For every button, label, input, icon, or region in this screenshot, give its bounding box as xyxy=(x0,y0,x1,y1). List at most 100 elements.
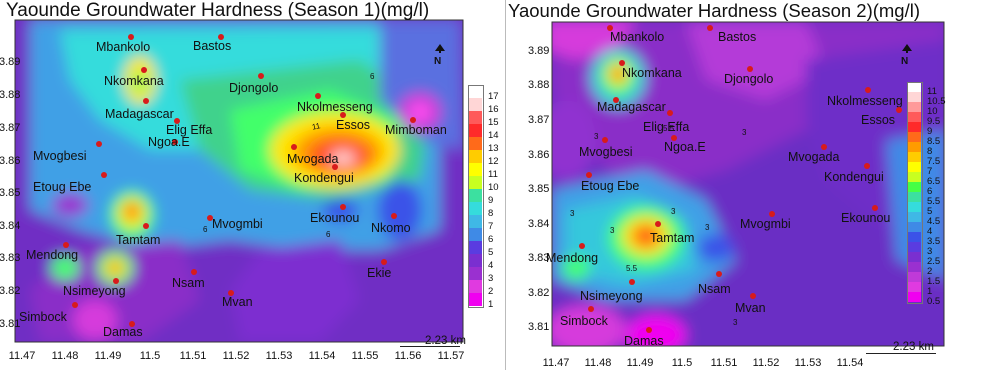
place-marker xyxy=(707,25,713,31)
place-marker xyxy=(671,135,677,141)
place-label: Mendong xyxy=(26,248,79,262)
x-tick-label: 11.54 xyxy=(308,350,336,362)
y-tick-label: 3.87 xyxy=(528,114,550,126)
x-tick-label: 11.53 xyxy=(265,350,293,362)
place-label: Damas xyxy=(103,325,143,339)
place-label: Madagascar xyxy=(105,107,174,121)
legend-tick: 12 xyxy=(488,156,499,167)
place-label: Kondengui xyxy=(294,171,354,185)
legend-tick: 5 xyxy=(927,206,933,217)
contour-label: 3 xyxy=(570,209,575,218)
place-marker xyxy=(864,163,870,169)
place-marker xyxy=(291,144,297,150)
place-marker xyxy=(821,144,827,150)
legend-tick: 3 xyxy=(488,273,494,284)
legend-tick: 10 xyxy=(488,182,499,193)
hardness-map-season-1 xyxy=(14,19,464,343)
legend-tick: 4 xyxy=(927,226,933,237)
legend-frame xyxy=(907,82,923,304)
place-label: Madagascar xyxy=(597,100,666,114)
y-tick-label: 3.83 xyxy=(0,252,21,264)
legend-tick: 1 xyxy=(488,299,494,310)
hardness-map-season-2 xyxy=(551,21,945,347)
legend-swatch xyxy=(468,202,482,215)
place-marker xyxy=(143,223,149,229)
place-label: Nkolmesseng xyxy=(297,100,373,114)
y-tick-label: 3.89 xyxy=(528,45,550,57)
y-tick-label: 3.88 xyxy=(528,79,550,91)
y-tick-label: 3.82 xyxy=(0,285,21,297)
legend-tick: 4.5 xyxy=(927,216,941,227)
place-label: Etoug Ebe xyxy=(33,180,92,194)
y-tick-label: 3.82 xyxy=(528,287,550,299)
place-label: Nsam xyxy=(698,282,731,296)
y-tick-label: 3.87 xyxy=(0,122,21,134)
legend-swatch xyxy=(907,112,921,122)
place-label: Ekounou xyxy=(310,211,360,225)
place-marker xyxy=(613,97,619,103)
scale-bar-label: 2.23 km xyxy=(425,335,466,347)
x-tick-label: 11.48 xyxy=(584,357,612,369)
legend-swatch xyxy=(468,150,482,163)
x-tick-label: 11.51 xyxy=(710,357,738,369)
legend-swatch xyxy=(468,111,482,124)
legend-tick: 1.5 xyxy=(927,276,941,287)
place-marker xyxy=(865,87,871,93)
legend-tick: 1 xyxy=(927,286,933,297)
x-tick-label: 11.49 xyxy=(94,350,122,362)
legend-frame xyxy=(468,85,484,308)
legend-tick: 2.5 xyxy=(927,256,941,267)
y-tick-label: 3.81 xyxy=(528,321,550,333)
place-marker xyxy=(646,327,652,333)
legend-tick: 11 xyxy=(488,169,498,180)
place-label: Mvogmbi xyxy=(740,217,791,231)
x-tick-label: 11.56 xyxy=(394,350,422,362)
legend-tick: 5 xyxy=(488,247,494,258)
place-label: Simbock xyxy=(560,314,608,328)
place-marker xyxy=(750,293,756,299)
place-marker xyxy=(410,117,416,123)
legend-tick: 3 xyxy=(927,246,933,257)
place-marker xyxy=(602,137,608,143)
contour-label: 3 xyxy=(671,207,676,216)
x-tick-label: 11.49 xyxy=(626,357,654,369)
place-marker xyxy=(63,242,69,248)
x-tick-label: 11.57 xyxy=(437,350,465,362)
x-tick-label: 11.52 xyxy=(752,357,780,369)
legend-tick: 5.5 xyxy=(927,196,941,207)
legend-swatch xyxy=(468,163,482,176)
y-tick-label: 3.85 xyxy=(528,183,550,195)
place-label: Tamtam xyxy=(650,231,695,245)
x-tick-label: 11.53 xyxy=(794,357,822,369)
map-title: Yaounde Groundwater Hardness (Season 1)(… xyxy=(6,0,430,21)
legend-swatch xyxy=(907,262,921,272)
legend-tick: 13 xyxy=(488,143,499,154)
x-tick-label: 11.5 xyxy=(671,357,693,369)
legend-tick: 8 xyxy=(488,208,494,219)
place-label: Bastos xyxy=(193,39,232,53)
legend-tick: 17 xyxy=(488,91,499,102)
legend-tick: 6 xyxy=(927,186,933,197)
place-marker xyxy=(174,118,180,124)
legend-tick: 4 xyxy=(488,260,494,271)
x-tick-label: 11.47 xyxy=(542,357,570,369)
y-tick-label: 3.86 xyxy=(0,155,21,167)
place-label: Ngoa.E xyxy=(664,140,706,154)
x-tick-label: 11.48 xyxy=(51,350,79,362)
contour-fill-season-1 xyxy=(15,20,463,342)
place-marker xyxy=(747,66,753,72)
legend-swatch xyxy=(468,124,482,137)
map-panel-season-2: Yaounde Groundwater Hardness (Season 2)(… xyxy=(505,0,981,370)
place-marker xyxy=(872,205,878,211)
contour-label: 5.5 xyxy=(663,124,675,133)
legend-tick: 10.5 xyxy=(927,96,946,107)
y-tick-label: 3.84 xyxy=(528,218,550,230)
legend-tick: 9 xyxy=(488,195,494,206)
legend-swatch xyxy=(907,122,921,132)
place-marker xyxy=(258,73,264,79)
legend-tick: 11 xyxy=(927,86,937,97)
scale-bar xyxy=(866,353,936,354)
place-label: Ekounou xyxy=(841,211,891,225)
place-label: Mvan xyxy=(222,295,253,309)
y-tick-label: 3.89 xyxy=(0,56,21,68)
